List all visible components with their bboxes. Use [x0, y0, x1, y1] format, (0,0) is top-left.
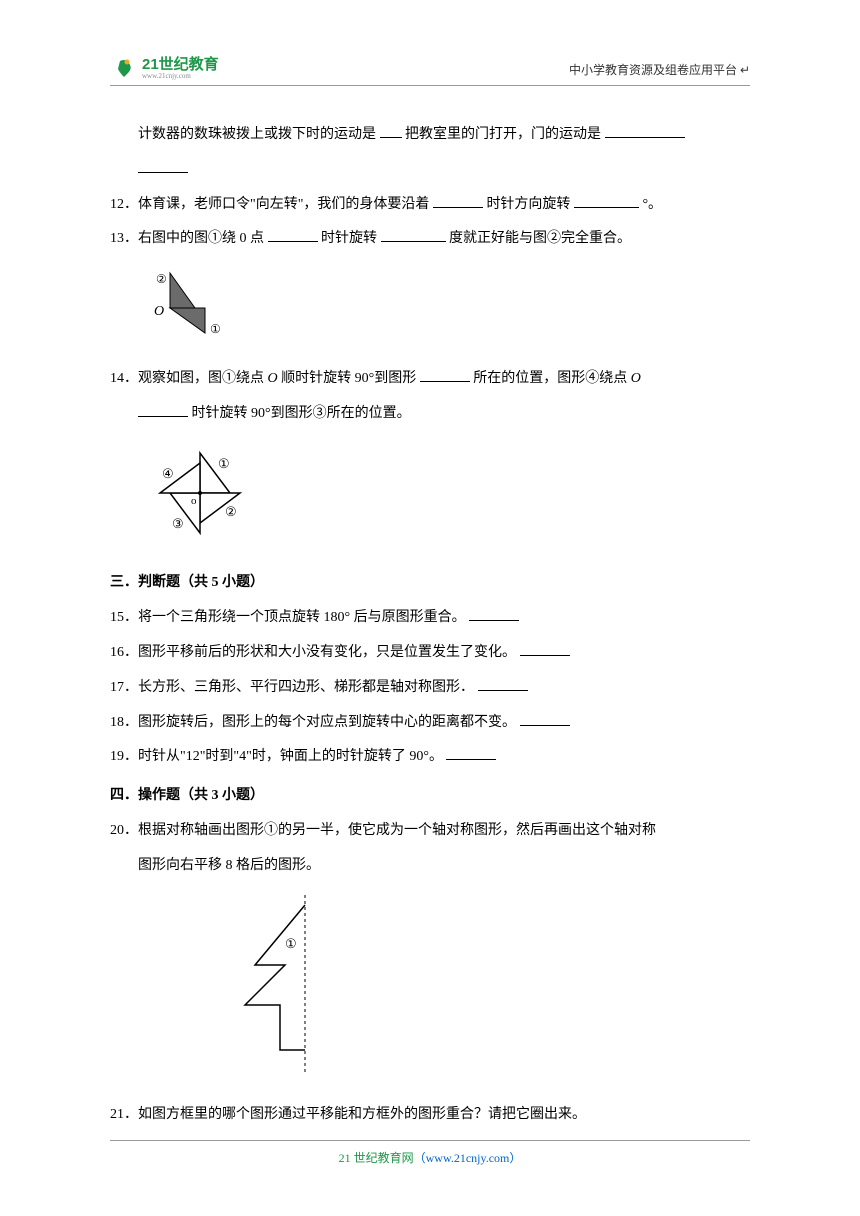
q20: 20．根据对称轴画出图形①的另一半，使它成为一个轴对称图形，然后再画出这个轴对称 — [110, 816, 750, 847]
fig13-label-o: O — [154, 304, 164, 319]
q14-text-a: 14．观察如图，图①绕点 — [110, 371, 268, 386]
fig13-label-2: ② — [156, 272, 167, 286]
blank — [268, 241, 318, 242]
q12-text-a: 12．体育课，老师口令"向左转"，我们的身体要沿着 — [110, 197, 429, 212]
q15: 15．将一个三角形绕一个顶点旋转 180° 后与原图形重合。 — [110, 603, 750, 634]
blank — [138, 416, 188, 417]
fig14-label-2: ② — [225, 504, 237, 519]
q12: 12．体育课，老师口令"向左转"，我们的身体要沿着 时针方向旋转 °。 — [110, 190, 750, 221]
blank — [469, 620, 519, 621]
header-right-text: 中小学教育资源及组卷应用平台 ↵ — [569, 57, 750, 83]
page-header: 21世纪教育 www.21cnjy.com 中小学教育资源及组卷应用平台 ↵ — [110, 55, 750, 86]
blank — [478, 690, 528, 691]
blank — [381, 241, 446, 242]
q14-line2: 时针旋转 90°到图形③所在的位置。 — [110, 399, 750, 430]
page-footer: 21 世纪教育网（www.21cnjy.com） — [110, 1140, 750, 1171]
blank — [520, 655, 570, 656]
q14-o1: O — [268, 371, 278, 386]
fig13-label-1: ① — [210, 322, 221, 336]
q16: 16．图形平移前后的形状和大小没有变化，只是位置发生了变化。 — [110, 638, 750, 669]
q21-text: 21．如图方框里的哪个图形通过平移能和方框外的图形重合？请把它圈出来。 — [110, 1107, 586, 1122]
figure-q14: ① ② ③ ④ o — [140, 438, 750, 561]
section-3-title: 三．判断题（共 5 小题） — [110, 568, 750, 599]
fig20-label-1: ① — [285, 936, 297, 951]
q17-text: 17．长方形、三角形、平行四边形、梯形都是轴对称图形． — [110, 680, 474, 695]
q16-text: 16．图形平移前后的形状和大小没有变化，只是位置发生了变化。 — [110, 645, 516, 660]
q11-line2 — [110, 155, 750, 186]
q20-text: 20．根据对称轴画出图形①的另一半，使它成为一个轴对称图形，然后再画出这个轴对称 — [110, 823, 656, 838]
q15-text: 15．将一个三角形绕一个顶点旋转 180° 后与原图形重合。 — [110, 610, 466, 625]
document-content: 计数器的数珠被拨上或拨下时的运动是 把教室里的门打开，门的运动是 12．体育课，… — [110, 120, 750, 1131]
fig14-label-o: o — [191, 495, 197, 507]
logo-main-text: 21世纪教育 — [142, 57, 219, 74]
footer-url: （www.21cnjy.com） — [414, 1151, 522, 1165]
footer-brand: 21 世纪教育网 — [339, 1151, 414, 1165]
fig14-label-3: ③ — [172, 516, 184, 531]
q19-text: 19．时针从"12"时到"4"时，钟面上的时针旋转了 90°。 — [110, 749, 443, 764]
q14: 14．观察如图，图①绕点 O 顺时针旋转 90°到图形 所在的位置，图形④绕点 … — [110, 364, 750, 395]
blank — [520, 725, 570, 726]
q11-text-b: 把教室里的门打开，门的运动是 — [405, 127, 601, 142]
q13-text-b: 时针旋转 — [321, 231, 377, 246]
q13: 13．右图中的图①绕 0 点 时针旋转 度就正好能与图②完全重合。 — [110, 224, 750, 255]
q21: 21．如图方框里的哪个图形通过平移能和方框外的图形重合？请把它圈出来。 — [110, 1100, 750, 1131]
q13-text-c: 度就正好能与图②完全重合。 — [449, 231, 631, 246]
q12-text-b: 时针方向旋转 — [486, 197, 570, 212]
figure-q20: ① — [190, 890, 750, 1093]
blank — [574, 207, 639, 208]
logo-text: 21世纪教育 www.21cnjy.com — [142, 57, 219, 81]
q17: 17．长方形、三角形、平行四边形、梯形都是轴对称图形． — [110, 673, 750, 704]
q14-line2-text: 时针旋转 90°到图形③所在的位置。 — [192, 406, 411, 421]
blank — [433, 207, 483, 208]
q14-text-c: 所在的位置，图形④绕点 — [473, 371, 631, 386]
q11-continued: 计数器的数珠被拨上或拨下时的运动是 把教室里的门打开，门的运动是 — [110, 120, 750, 151]
logo: 21世纪教育 www.21cnjy.com — [110, 55, 219, 83]
q11-text-a: 计数器的数珠被拨上或拨下时的运动是 — [138, 127, 376, 142]
q19: 19．时针从"12"时到"4"时，钟面上的时针旋转了 90°。 — [110, 742, 750, 773]
q12-text-c: °。 — [642, 197, 662, 212]
blank — [420, 381, 470, 382]
blank — [605, 137, 685, 138]
q20-line2: 图形向右平移 8 格后的图形。 — [110, 851, 750, 882]
q14-o2: O — [631, 371, 641, 386]
q13-text-a: 13．右图中的图①绕 0 点 — [110, 231, 264, 246]
q18: 18．图形旋转后，图形上的每个对应点到旋转中心的距离都不变。 — [110, 708, 750, 739]
q14-text-b: 顺时针旋转 90°到图形 — [278, 371, 417, 386]
section-4-title: 四．操作题（共 3 小题） — [110, 781, 750, 812]
q18-text: 18．图形旋转后，图形上的每个对应点到旋转中心的距离都不变。 — [110, 715, 516, 730]
logo-sub-text: www.21cnjy.com — [142, 73, 219, 81]
fig14-label-1: ① — [218, 456, 230, 471]
blank — [380, 137, 402, 138]
figure-q13: ② O ① — [140, 263, 750, 356]
q20-line2-text: 图形向右平移 8 格后的图形。 — [138, 858, 320, 873]
blank — [446, 759, 496, 760]
fig14-label-4: ④ — [162, 466, 174, 481]
logo-runner-icon — [110, 55, 138, 83]
blank — [138, 172, 188, 173]
